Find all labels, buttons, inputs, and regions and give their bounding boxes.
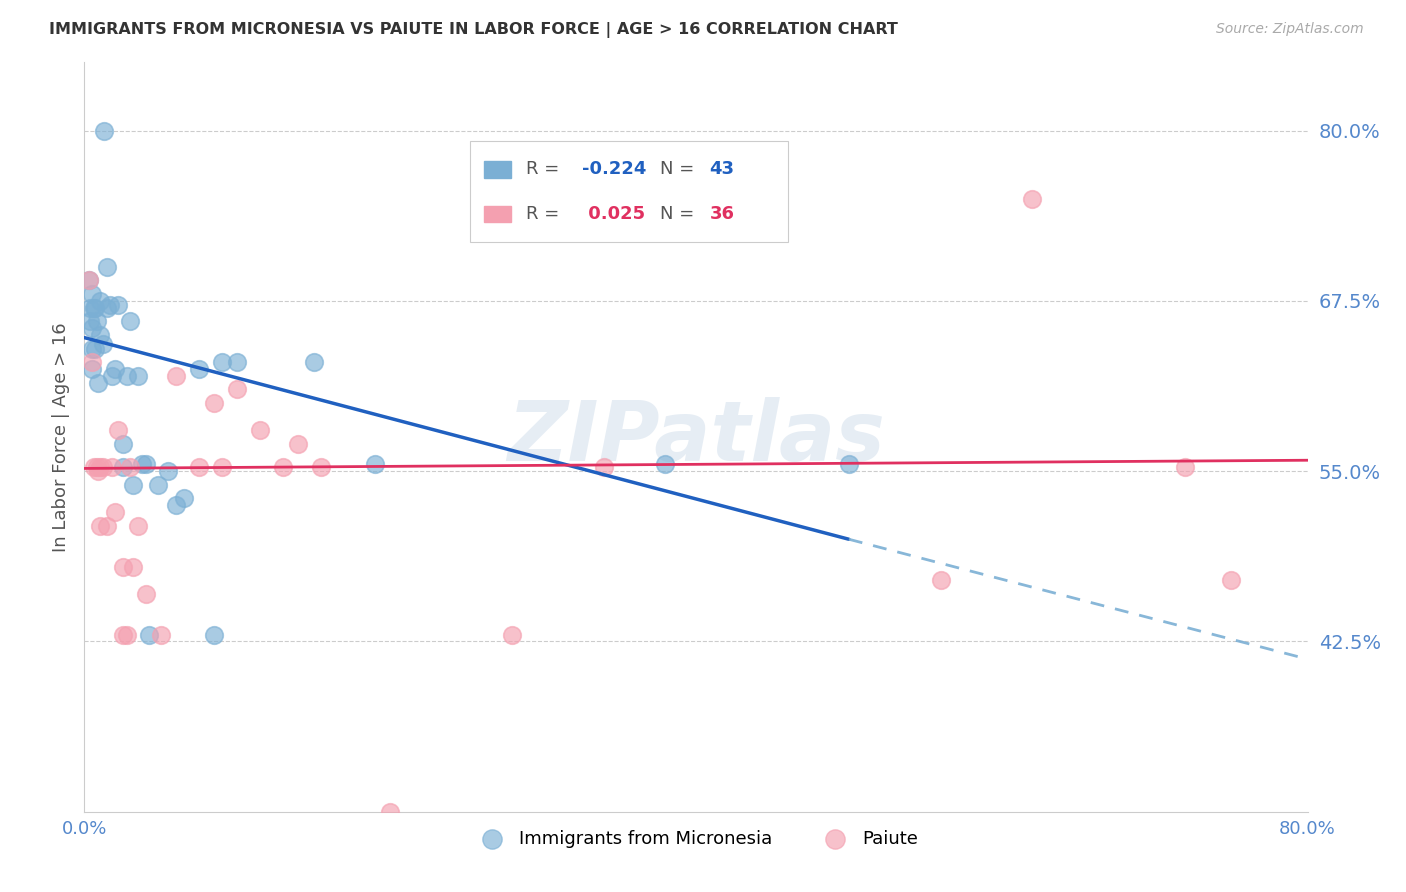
Point [91,337,114,351]
Point [226,355,249,369]
Point [111,460,134,475]
Text: 0.025: 0.025 [582,205,645,223]
Point [188,460,211,475]
Text: N =: N = [661,161,700,178]
Point [211,355,233,369]
Point [96,301,118,315]
Point [173,491,195,506]
Text: N =: N = [661,205,700,223]
Point [271,460,294,475]
Point [98,298,121,312]
Point [165,498,187,512]
Point [101,460,124,475]
Point [111,437,134,451]
Point [120,460,142,475]
Point [96,260,118,274]
Text: 43: 43 [710,161,734,178]
Point [89,518,111,533]
Point [249,423,271,437]
Point [1021,192,1043,206]
Point [502,627,524,641]
Point [80,321,103,335]
Point [111,559,134,574]
Point [115,368,138,383]
Point [87,464,110,478]
Point [146,477,169,491]
Point [101,368,124,383]
FancyBboxPatch shape [484,206,512,222]
Point [107,423,129,437]
Point [79,314,101,328]
Point [131,458,153,472]
Point [79,301,101,315]
Point [86,314,108,328]
Point [96,518,118,533]
Point [593,460,616,475]
Point [1220,573,1243,587]
Point [311,460,333,475]
Text: R =: R = [526,161,565,178]
Point [77,273,100,287]
Point [115,627,138,641]
Point [202,627,225,641]
Point [122,477,145,491]
Point [838,458,860,472]
Point [89,293,111,308]
Point [165,368,187,383]
Point [226,383,249,397]
Point [120,314,142,328]
Point [104,505,127,519]
Point [127,368,149,383]
Point [287,437,309,451]
Point [80,342,103,356]
Point [211,460,233,475]
Point [1174,460,1197,475]
Text: -0.224: -0.224 [582,161,647,178]
Point [188,362,211,376]
Text: 36: 36 [710,205,734,223]
Point [127,518,149,533]
Point [122,559,145,574]
Point [111,627,134,641]
Point [135,458,157,472]
Point [364,458,387,472]
Text: R =: R = [526,205,565,223]
Text: Source: ZipAtlas.com: Source: ZipAtlas.com [1216,22,1364,37]
Point [202,396,225,410]
Point [87,376,110,390]
Point [80,287,103,301]
Point [138,627,160,641]
Point [929,573,952,587]
Text: IMMIGRANTS FROM MICRONESIA VS PAIUTE IN LABOR FORCE | AGE > 16 CORRELATION CHART: IMMIGRANTS FROM MICRONESIA VS PAIUTE IN … [49,22,898,38]
Point [91,460,114,475]
Point [654,458,676,472]
Point [380,805,402,819]
Point [86,460,108,475]
Point [89,327,111,342]
Point [104,362,127,376]
Point [89,460,111,475]
FancyBboxPatch shape [484,161,512,178]
Point [80,355,103,369]
Point [77,273,100,287]
Point [107,298,129,312]
Point [84,301,107,315]
Point [157,464,180,478]
Text: ZIPatlas: ZIPatlas [508,397,884,477]
Y-axis label: In Labor Force | Age > 16: In Labor Force | Age > 16 [52,322,70,552]
Point [84,342,107,356]
Point [149,627,172,641]
Point [135,587,157,601]
Point [93,123,115,137]
Legend: Immigrants from Micronesia, Paiute: Immigrants from Micronesia, Paiute [467,822,925,855]
Point [83,460,105,475]
Point [80,362,103,376]
Point [83,301,105,315]
FancyBboxPatch shape [470,141,787,243]
Point [302,355,325,369]
